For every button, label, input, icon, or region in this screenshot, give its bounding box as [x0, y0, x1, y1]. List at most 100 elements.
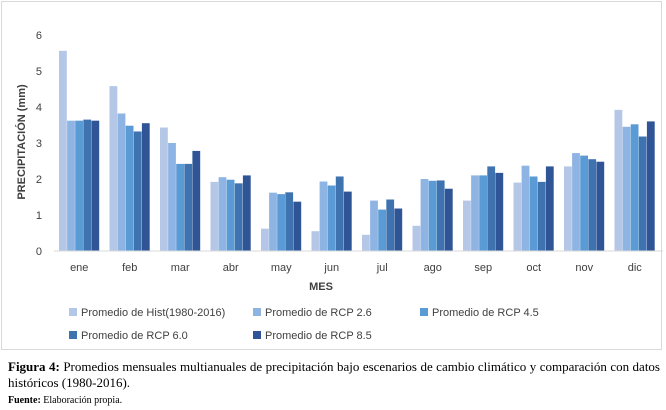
legend-label: Promedio de Hist(1980-2016) — [81, 307, 225, 319]
bar — [378, 209, 386, 251]
legend-label: Promedio de RCP 6.0 — [81, 330, 188, 342]
y-tick-label: 1 — [36, 210, 42, 222]
legend-swatch — [420, 308, 428, 316]
bar — [572, 153, 580, 251]
bar — [622, 126, 631, 251]
x-axis-title: MES — [309, 281, 333, 293]
source-lead: Fuente: — [8, 395, 41, 406]
x-tick-label: nov — [575, 262, 593, 274]
x-tick-label: ene — [70, 262, 88, 274]
bar — [638, 136, 647, 251]
x-tick-label: ago — [424, 262, 442, 274]
chart-frame: PRECIPITACIÓN (mm) MES 0 1 2 3 4 5 6 ene feb mar… — [1, 1, 663, 350]
legend-label: Promedio de RCP 4.5 — [432, 307, 539, 319]
bar — [59, 50, 67, 252]
bar — [285, 192, 294, 251]
bar — [479, 175, 487, 251]
caption-text: Promedios mensuales multianuales de prec… — [8, 359, 660, 390]
legend-swatch — [253, 331, 261, 339]
bar — [495, 172, 504, 251]
bar — [234, 183, 243, 251]
bar — [471, 175, 479, 251]
bar — [420, 179, 429, 251]
bar — [218, 177, 227, 251]
bar — [412, 225, 421, 251]
bar — [319, 181, 328, 251]
bar — [428, 180, 437, 251]
legend-label: Promedio de RCP 2.6 — [265, 307, 372, 319]
bar — [564, 166, 572, 251]
bar — [210, 181, 219, 251]
bar — [436, 180, 445, 251]
bar — [646, 121, 655, 252]
legend-label: Promedio de RCP 8.5 — [265, 330, 372, 342]
bar — [184, 163, 193, 251]
bar — [277, 194, 285, 251]
bar — [463, 200, 471, 251]
x-tick-label: feb — [122, 262, 137, 274]
bars-layer — [59, 50, 655, 252]
bar — [117, 113, 126, 251]
bar — [91, 120, 100, 252]
bar — [614, 109, 623, 251]
bar — [444, 188, 453, 251]
x-tick-label: mar — [171, 262, 190, 274]
bar — [133, 131, 142, 251]
bar — [580, 155, 588, 251]
bar — [192, 150, 201, 251]
bar — [242, 175, 251, 251]
precipitation-chart: PRECIPITACIÓN (mm) MES 0 1 2 3 4 5 6 ene feb mar… — [15, 30, 663, 342]
x-axis-ticks: ene feb mar abr may jun jul ago sep oct nov dic — [70, 262, 642, 274]
bar — [261, 228, 269, 251]
bar — [168, 143, 176, 251]
x-tick-label: jun — [323, 262, 339, 274]
x-tick-label: oct — [526, 262, 541, 274]
y-tick-label: 6 — [36, 30, 42, 42]
source-text: Elaboración propia. — [43, 395, 123, 406]
bar — [109, 86, 118, 252]
caption-lead: Figura 4: — [8, 359, 60, 374]
bar — [226, 179, 235, 251]
legend-swatch — [69, 331, 77, 339]
x-tick-label: sep — [474, 262, 492, 274]
bar — [269, 192, 277, 251]
legend-swatch — [69, 308, 77, 316]
bar — [529, 176, 538, 251]
x-tick-label: dic — [628, 262, 643, 274]
y-tick-label: 2 — [36, 174, 42, 186]
bar — [537, 181, 546, 251]
bar — [83, 119, 92, 251]
y-axis-title: PRECIPITACIÓN (mm) — [15, 84, 28, 200]
y-tick-label: 5 — [36, 66, 42, 78]
bar — [176, 163, 184, 251]
bar — [293, 201, 302, 251]
y-tick-label: 4 — [36, 102, 42, 114]
bar — [362, 234, 370, 251]
bar — [588, 159, 597, 251]
x-tick-label: jul — [376, 262, 388, 274]
legend: Promedio de Hist(1980-2016) Promedio de R… — [69, 307, 539, 342]
bar — [67, 120, 75, 252]
bar — [521, 165, 530, 251]
y-tick-label: 3 — [36, 138, 42, 150]
bar — [370, 200, 378, 251]
bar — [386, 199, 395, 251]
bar — [343, 191, 352, 251]
bar — [125, 125, 134, 251]
bar — [630, 124, 639, 251]
bar — [141, 123, 150, 251]
legend-swatch — [253, 308, 261, 316]
bar — [394, 208, 403, 251]
figure-caption: Figura 4: Promedios mensuales multianual… — [8, 359, 660, 391]
bar — [311, 231, 320, 251]
bar — [160, 127, 168, 251]
bar — [545, 166, 554, 251]
x-tick-label: may — [271, 262, 292, 274]
bar — [75, 120, 83, 252]
bar — [596, 161, 605, 251]
bar — [327, 185, 336, 251]
y-tick-label: 0 — [36, 246, 42, 258]
figure-source: Fuente: Elaboración propia. — [8, 395, 122, 406]
x-tick-label: abr — [223, 262, 239, 274]
y-axis-ticks: 0 1 2 3 4 5 6 — [36, 30, 42, 258]
